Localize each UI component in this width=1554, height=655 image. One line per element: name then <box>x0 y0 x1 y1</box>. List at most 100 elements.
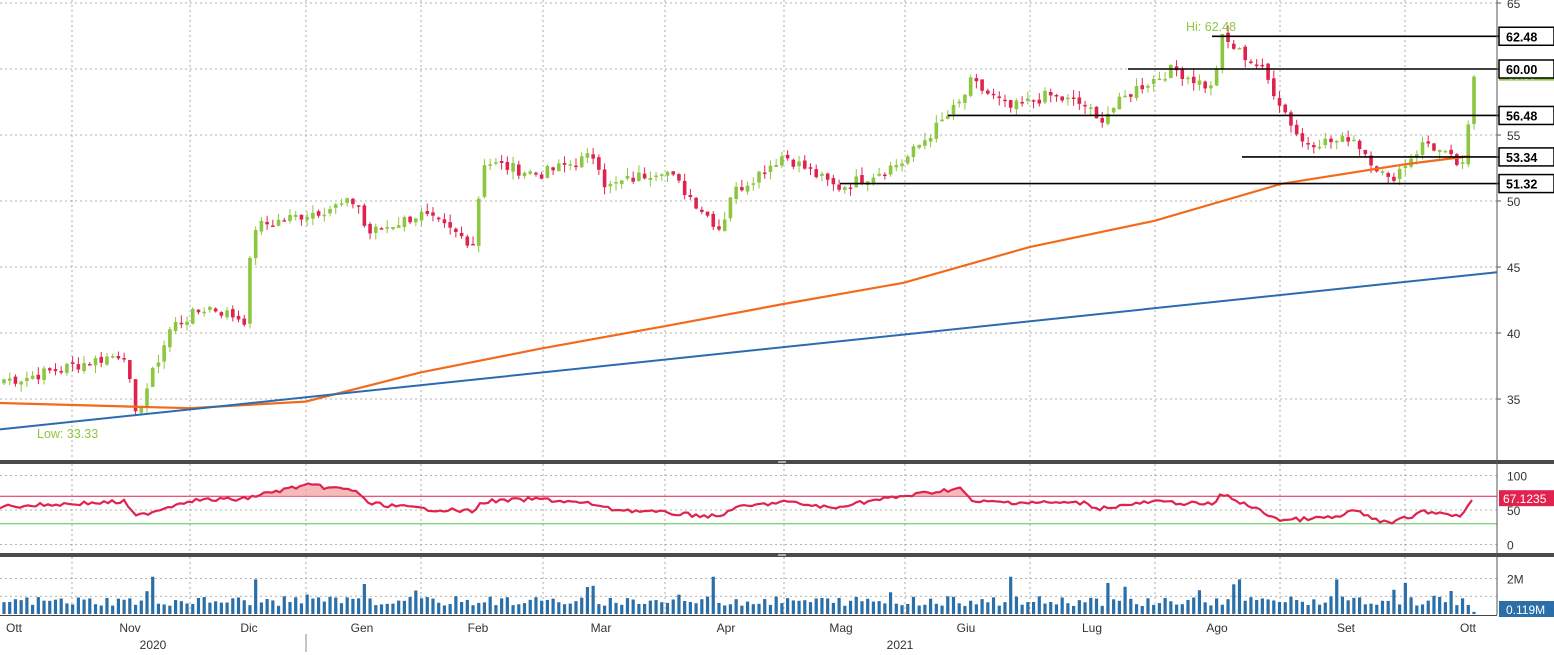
candle-body <box>1203 81 1207 89</box>
candle-body <box>93 358 98 366</box>
candle-body <box>1111 107 1116 113</box>
x-tick-label: Mag <box>829 621 852 635</box>
candle-body <box>1020 101 1024 104</box>
volume-bar <box>25 597 29 614</box>
candle-body <box>980 79 984 91</box>
volume-bar <box>1197 590 1202 614</box>
volume-bar <box>625 598 630 614</box>
volume-bar <box>1466 604 1470 614</box>
volume-bar <box>1306 605 1310 614</box>
candle-body <box>717 226 721 230</box>
candle-body <box>1077 97 1082 104</box>
volume-bar <box>214 601 218 614</box>
candle-body <box>1443 150 1448 153</box>
candle-body <box>1249 61 1253 64</box>
volume-bar <box>345 597 349 614</box>
candle-body <box>173 322 178 332</box>
volume-bar <box>265 599 269 614</box>
candle-body <box>1169 64 1173 79</box>
volume-bar <box>665 602 670 614</box>
panel-separator <box>0 615 1497 616</box>
volume-bar <box>700 599 704 614</box>
candle-body <box>1134 86 1139 98</box>
rsi-last-box <box>1499 490 1554 507</box>
volume-bar <box>1020 604 1024 614</box>
candle-body <box>602 169 607 188</box>
volume-bar <box>837 597 841 614</box>
candle-body <box>728 197 733 219</box>
volume-tick-label: 2M <box>1507 573 1524 587</box>
candle-body <box>128 360 132 380</box>
volume-bar <box>923 604 927 614</box>
candle-body <box>116 356 121 359</box>
candle-body <box>711 213 716 227</box>
volume-bar <box>139 600 143 614</box>
candle-body <box>1220 33 1225 69</box>
candle-body <box>825 173 830 180</box>
candle-body <box>522 172 527 177</box>
volume-bar <box>963 605 967 614</box>
candle-body <box>871 177 876 184</box>
candle-body <box>1243 46 1248 61</box>
volume-bar <box>357 598 361 614</box>
volume-bar <box>768 604 773 614</box>
volume-bar <box>425 597 429 614</box>
candle-body <box>974 78 979 82</box>
volume-bar <box>414 590 418 614</box>
candle-body <box>202 311 206 314</box>
candle-body <box>619 180 624 184</box>
volume-bar <box>379 604 384 614</box>
grid-lines <box>0 0 1497 615</box>
volume-bar <box>1460 598 1465 614</box>
candle-body <box>642 173 647 179</box>
candle-body <box>614 181 618 184</box>
candle-body <box>396 225 401 228</box>
volume-bar <box>259 602 263 614</box>
candle-body <box>213 308 218 312</box>
candle-body <box>837 184 841 190</box>
volume-bar <box>88 598 92 614</box>
candle-body <box>385 227 390 229</box>
candle-body <box>1088 107 1093 109</box>
trendline <box>0 271 1498 431</box>
candle-body <box>1037 99 1042 104</box>
candle-body <box>110 356 115 358</box>
rsi-tick-label: 50 <box>1507 504 1521 518</box>
level-label: 51.32 <box>1506 178 1537 192</box>
volume-bar <box>1009 576 1013 614</box>
candle-body <box>997 96 1002 99</box>
volume-bar <box>848 600 853 614</box>
volume-bar <box>1272 600 1276 614</box>
volume-bar <box>488 596 492 614</box>
candle-body <box>1306 143 1310 145</box>
candle-body <box>659 174 664 176</box>
volume-bar <box>751 604 755 614</box>
candle-body <box>1066 97 1070 100</box>
x-tick-label: Gen <box>351 621 374 635</box>
candle-body <box>894 165 899 168</box>
volume-bar <box>585 587 590 614</box>
candle-body <box>654 175 658 178</box>
volume-bar <box>156 603 161 614</box>
candle-body <box>42 368 46 380</box>
candle-body <box>1117 96 1122 110</box>
volume-bars <box>2 576 1476 614</box>
volume-bar <box>791 600 795 614</box>
candle-body <box>219 312 224 316</box>
volume-bar <box>1409 597 1413 614</box>
candle-body <box>1214 68 1219 86</box>
volume-bar <box>820 597 824 614</box>
volume-bar <box>528 599 532 614</box>
candle-body <box>774 164 778 167</box>
volume-bar <box>1043 603 1047 614</box>
candle-body <box>414 218 418 223</box>
y-tick-label: 55 <box>1507 129 1521 143</box>
candle-body <box>1140 85 1145 90</box>
candle-body <box>482 165 487 197</box>
volume-bar <box>385 603 389 614</box>
y-tick-label: 45 <box>1507 261 1521 275</box>
candle-body <box>276 219 281 226</box>
candle-body <box>185 321 189 325</box>
volume-bar <box>99 605 103 614</box>
candle-body <box>1163 79 1167 81</box>
